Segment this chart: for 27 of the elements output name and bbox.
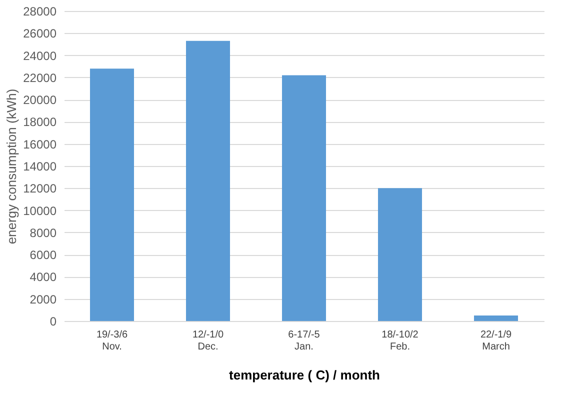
y-tick-label: 6000 — [30, 248, 57, 262]
x-tick-label: 18/-10/2 Feb. — [382, 330, 419, 352]
bar — [474, 315, 518, 321]
y-tick-label: 22000 — [23, 70, 57, 85]
y-tick-label: 20000 — [23, 93, 57, 108]
y-tick-label: 28000 — [23, 4, 57, 18]
bar — [378, 188, 422, 321]
x-tick-label: 19/-3/6 Nov. — [96, 330, 128, 352]
x-axis-title: temperature ( C) / month — [229, 368, 380, 382]
y-tick-label: 2000 — [30, 292, 57, 306]
y-tick-label: 14000 — [23, 160, 57, 174]
y-tick-label: 8000 — [30, 226, 57, 240]
bar — [90, 68, 134, 321]
bar — [282, 75, 326, 321]
bar — [186, 40, 230, 321]
x-tick-label: 6-17/-5 Jan. — [288, 330, 320, 352]
y-tick-label: 26000 — [23, 26, 57, 41]
x-tick-label: 12/-1/0 Dec. — [192, 330, 224, 352]
y-tick-label: 4000 — [30, 270, 57, 284]
y-axis-title: energy consumption (kWh) — [4, 88, 20, 244]
y-tick-label: 12000 — [23, 182, 57, 196]
y-tick-label: 0 — [50, 314, 57, 328]
x-tick-label: 22/-1/9 March — [480, 330, 512, 352]
y-tick-label: 24000 — [23, 48, 57, 63]
y-tick-label: 18000 — [23, 115, 57, 130]
y-tick-label: 16000 — [23, 137, 57, 152]
y-tick-label: 10000 — [23, 204, 57, 218]
